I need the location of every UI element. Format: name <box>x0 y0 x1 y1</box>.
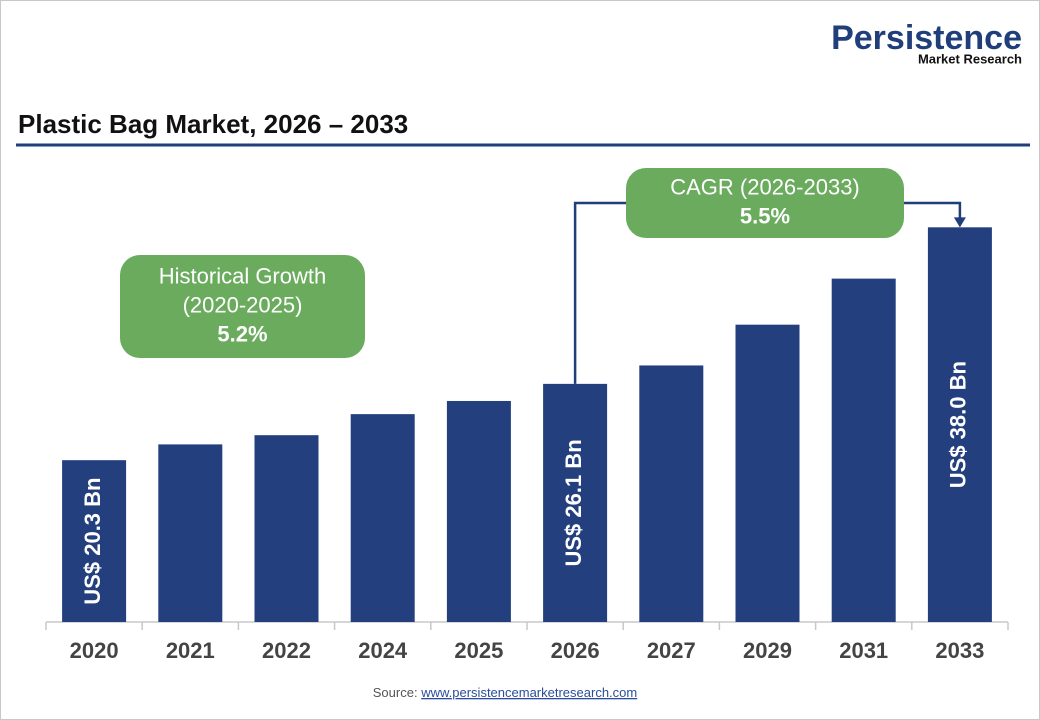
bar <box>158 444 223 622</box>
connector-arrow <box>953 217 966 228</box>
x-tick-label: 2029 <box>743 638 792 663</box>
x-tick-label: 2024 <box>358 638 408 663</box>
x-tick-label: 2025 <box>454 638 503 663</box>
chart-title: Plastic Bag Market, 2026 – 2033 <box>18 109 408 139</box>
source-label: Source: <box>373 685 418 700</box>
callout-box <box>120 255 365 358</box>
value-label: US$ 38.0 Bn <box>946 361 971 488</box>
x-tick-label: 2022 <box>262 638 311 663</box>
x-tick-label: 2033 <box>935 638 984 663</box>
logo-tagline: Market Research <box>918 51 1022 66</box>
bar <box>62 460 127 622</box>
x-tick-label: 2021 <box>166 638 215 663</box>
bar <box>254 435 319 622</box>
source: Source: www.persistencemarketresearch.co… <box>373 685 637 700</box>
logo-name: Persistence <box>831 19 1022 57</box>
value-label: US$ 26.1 Bn <box>561 439 586 566</box>
callout-box <box>626 168 904 238</box>
callout-text: 5.5% <box>740 203 790 228</box>
source-url[interactable]: www.persistencemarketresearch.com <box>420 685 637 700</box>
x-tick-label: 2026 <box>551 638 600 663</box>
callout-text: CAGR (2026-2033) <box>670 174 860 199</box>
x-tick-label: 2020 <box>70 638 119 663</box>
bar <box>831 278 896 622</box>
value-label: US$ 20.3 Bn <box>80 478 105 605</box>
bar <box>927 227 992 622</box>
bar <box>350 414 415 622</box>
x-tick-label: 2031 <box>839 638 888 663</box>
callout-text: Historical Growth <box>159 263 326 288</box>
bar <box>735 324 800 622</box>
x-tick-label: 2027 <box>647 638 696 663</box>
bar <box>446 400 511 622</box>
bar <box>639 365 704 622</box>
callout-text: 5.2% <box>217 321 267 346</box>
bar <box>543 383 608 622</box>
callout-text: (2020-2025) <box>183 292 303 317</box>
